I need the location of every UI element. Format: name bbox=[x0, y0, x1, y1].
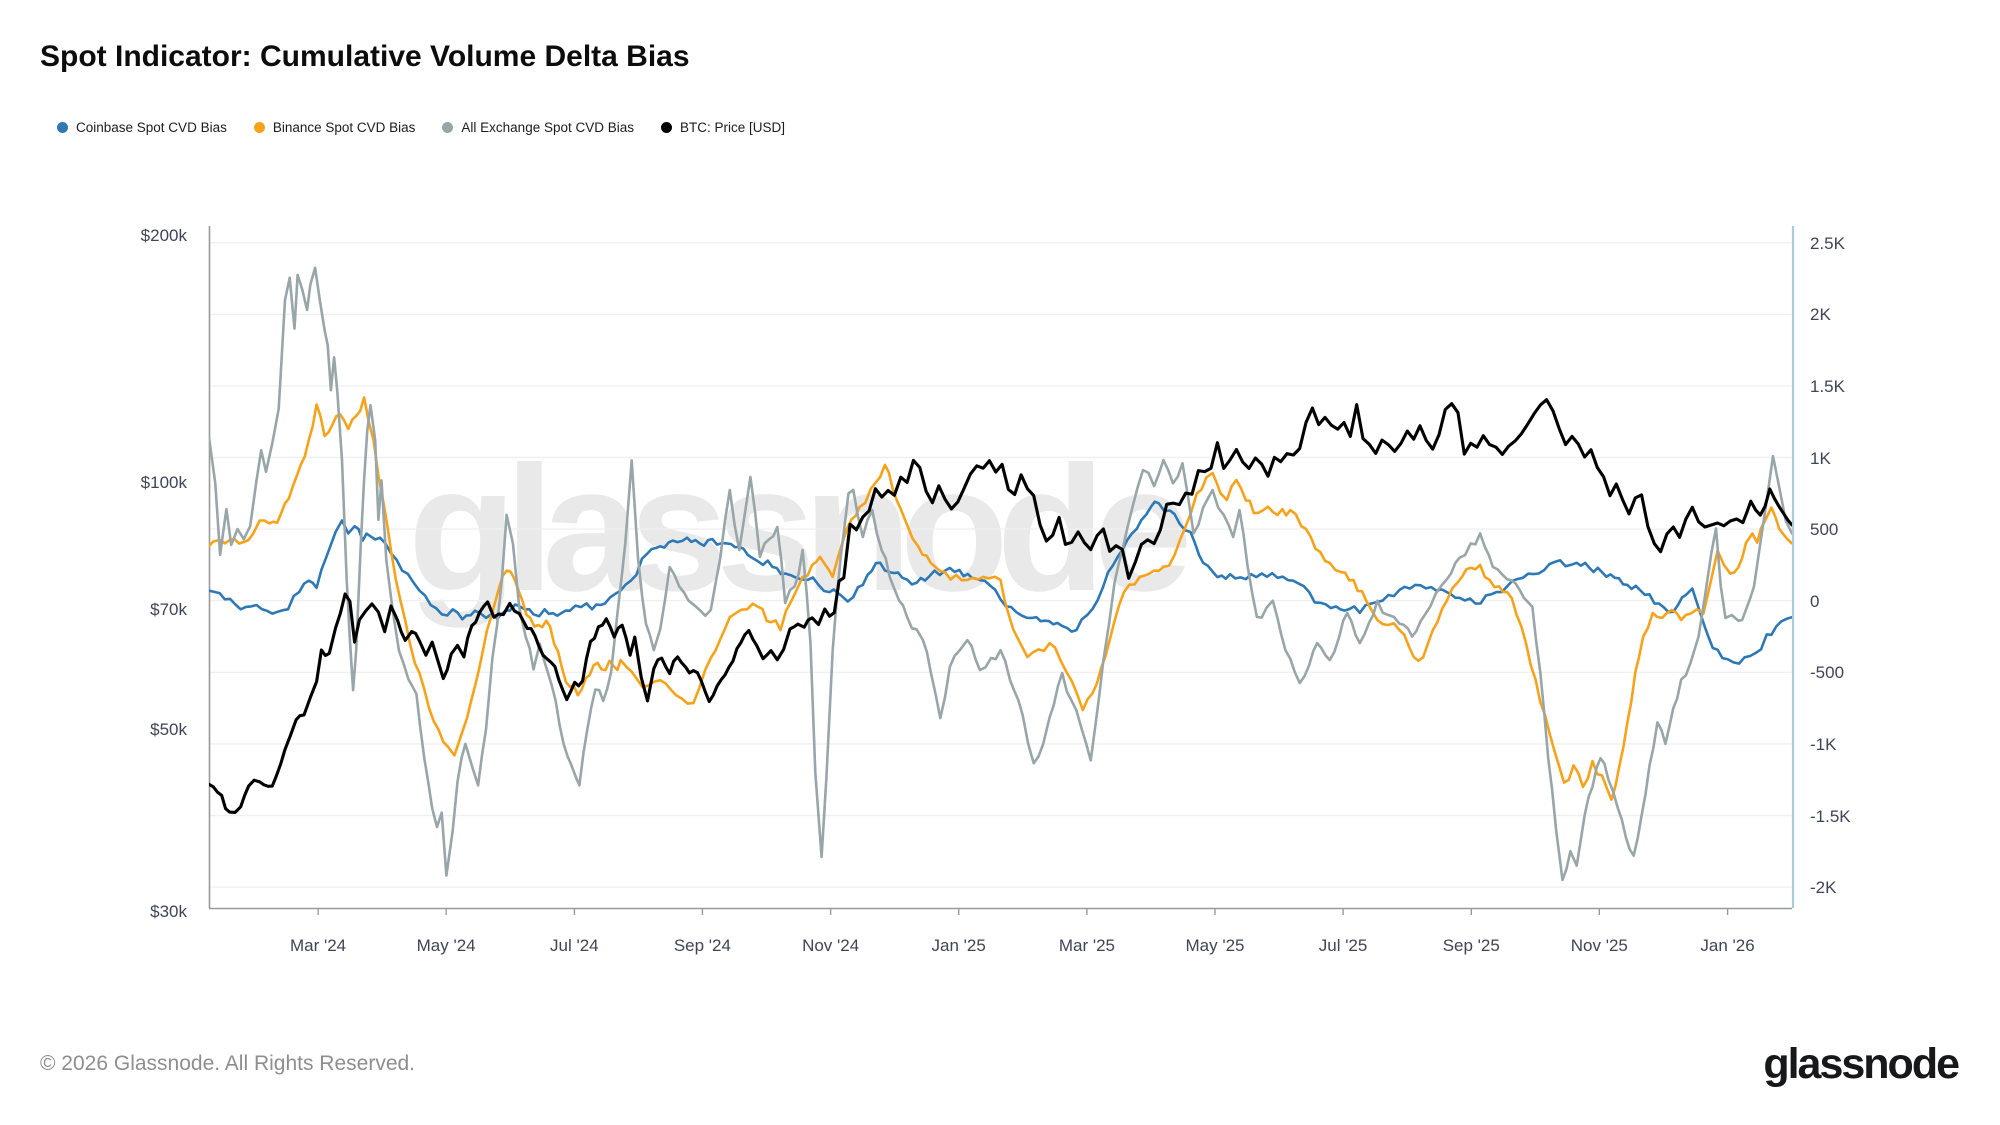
series-line-3[interactable] bbox=[209, 266, 1792, 882]
x-tick-label: Jul '25 bbox=[1318, 936, 1368, 955]
legend-label: BTC: Price [USD] bbox=[680, 120, 786, 135]
x-tick-label: Sep '24 bbox=[673, 936, 731, 955]
x-tick-label: Jul '24 bbox=[550, 936, 599, 955]
y-right-tick-label: 2K bbox=[1810, 305, 1831, 325]
legend-label: Binance Spot CVD Bias bbox=[272, 120, 416, 135]
legend-item-1[interactable]: Coinbase Spot CVD Bias bbox=[57, 120, 227, 135]
legend-item-3[interactable]: All Exchange Spot CVD Bias bbox=[442, 120, 634, 135]
legend-label: All Exchange Spot CVD Bias bbox=[461, 120, 634, 135]
series-line-4[interactable] bbox=[209, 398, 1792, 814]
page-title: Spot Indicator: Cumulative Volume Delta … bbox=[40, 40, 690, 73]
y-right-tick-label: 1.5K bbox=[1810, 376, 1845, 396]
x-tick-label: Mar '24 bbox=[289, 936, 347, 955]
y-left-tick-label: $200k bbox=[140, 225, 187, 245]
y-right-tick-label: 0 bbox=[1810, 591, 1820, 611]
y-right-tick-label: -500 bbox=[1810, 663, 1845, 683]
x-tick-label: May '25 bbox=[1185, 936, 1245, 955]
y-right-tick-label: 500 bbox=[1810, 520, 1839, 540]
y-right-tick-label: -1K bbox=[1810, 734, 1837, 754]
x-tick-label: May '24 bbox=[416, 936, 476, 955]
series-line-1[interactable] bbox=[209, 500, 1792, 665]
y-right-tick-label: 2.5K bbox=[1810, 233, 1845, 253]
legend-item-2[interactable]: Binance Spot CVD Bias bbox=[253, 120, 416, 135]
y-left-tick-label: $30k bbox=[150, 902, 187, 922]
legend-dot-icon bbox=[57, 122, 68, 133]
x-tick-label: Nov '24 bbox=[802, 936, 860, 955]
copyright-text: © 2026 Glassnode. All Rights Reserved. bbox=[40, 1052, 416, 1075]
legend-label: Coinbase Spot CVD Bias bbox=[76, 120, 227, 135]
x-tick-label: Sep '25 bbox=[1442, 936, 1500, 955]
x-tick-label: Nov '25 bbox=[1570, 936, 1628, 955]
series-line-2[interactable] bbox=[209, 396, 1792, 801]
x-tick-label: Mar '25 bbox=[1058, 936, 1115, 955]
x-tick-label: Jan '26 bbox=[1700, 936, 1755, 955]
legend-dot-icon bbox=[661, 122, 672, 133]
legend-item-4[interactable]: BTC: Price [USD] bbox=[661, 120, 785, 135]
y-right-tick-label: 1K bbox=[1810, 448, 1831, 468]
y-left-tick-label: $50k bbox=[150, 719, 187, 739]
legend-dot-icon bbox=[442, 122, 454, 133]
y-right-tick-label: -1.5K bbox=[1810, 806, 1851, 826]
legend-dot-icon bbox=[253, 122, 265, 133]
y-right-tick-label: -2K bbox=[1810, 878, 1837, 898]
y-left-tick-label: $100k bbox=[140, 472, 187, 492]
y-left-tick-label: $70k bbox=[150, 600, 187, 619]
legend: Coinbase Spot CVD Bias Binance Spot CVD B… bbox=[57, 120, 785, 135]
x-tick-label: Jan '25 bbox=[931, 936, 986, 955]
glassnode-logo: glassnode bbox=[1763, 1040, 1960, 1088]
